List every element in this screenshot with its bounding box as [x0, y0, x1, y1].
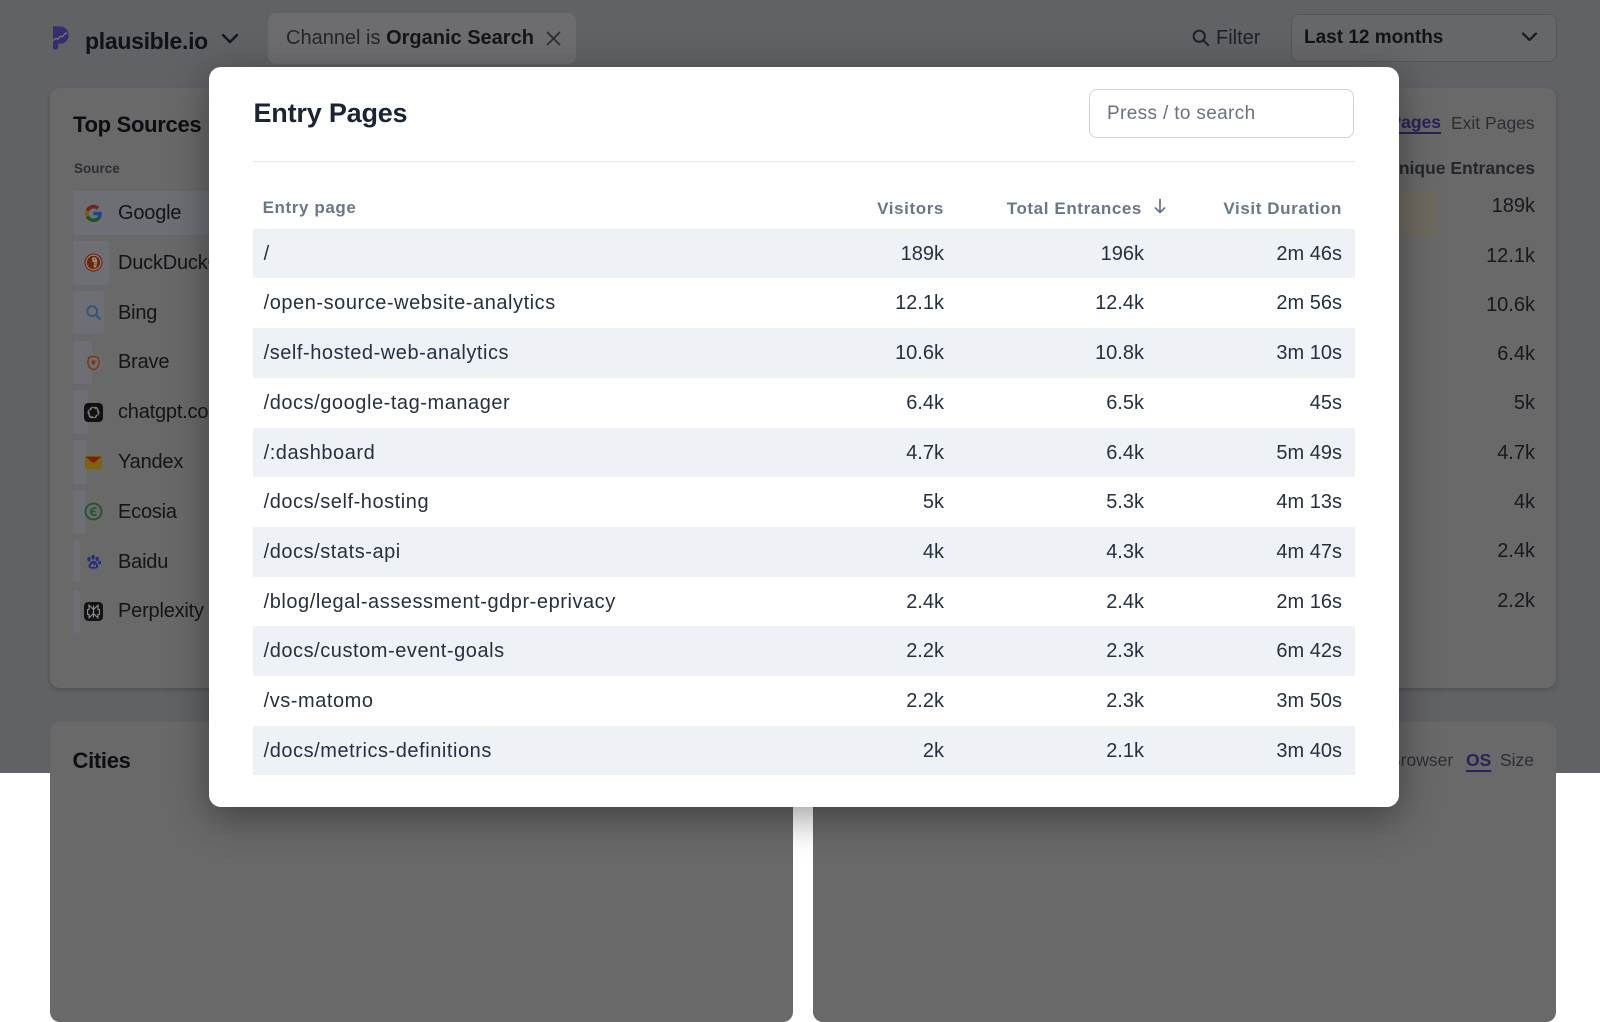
svg-text:du: du [91, 563, 97, 568]
